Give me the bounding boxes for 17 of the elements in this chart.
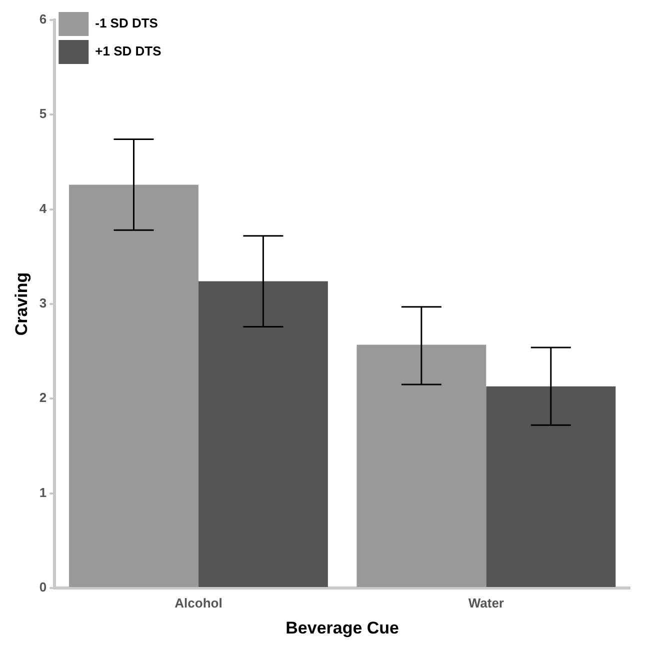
legend-label: -1 SD DTS (95, 16, 158, 31)
x-tick-label: Water (468, 595, 504, 610)
y-tick-label: 6 (39, 12, 47, 27)
y-tick-label: 2 (39, 390, 47, 406)
y-tick-label: 0 (39, 580, 47, 595)
y-tick-label: 1 (39, 484, 47, 500)
bar (486, 386, 616, 587)
y-tick-label: 4 (39, 200, 48, 216)
bar (198, 281, 328, 587)
bar (69, 184, 198, 587)
x-axis-title: Beverage Cue (286, 618, 400, 638)
bar (356, 344, 486, 587)
y-tick-label: 5 (39, 106, 47, 122)
legend-label: +1 SD DTS (95, 44, 162, 59)
y-axis-title: Craving (12, 272, 31, 336)
y-tick-label: 3 (39, 296, 47, 311)
x-tick-label: Alcohol (174, 595, 222, 610)
